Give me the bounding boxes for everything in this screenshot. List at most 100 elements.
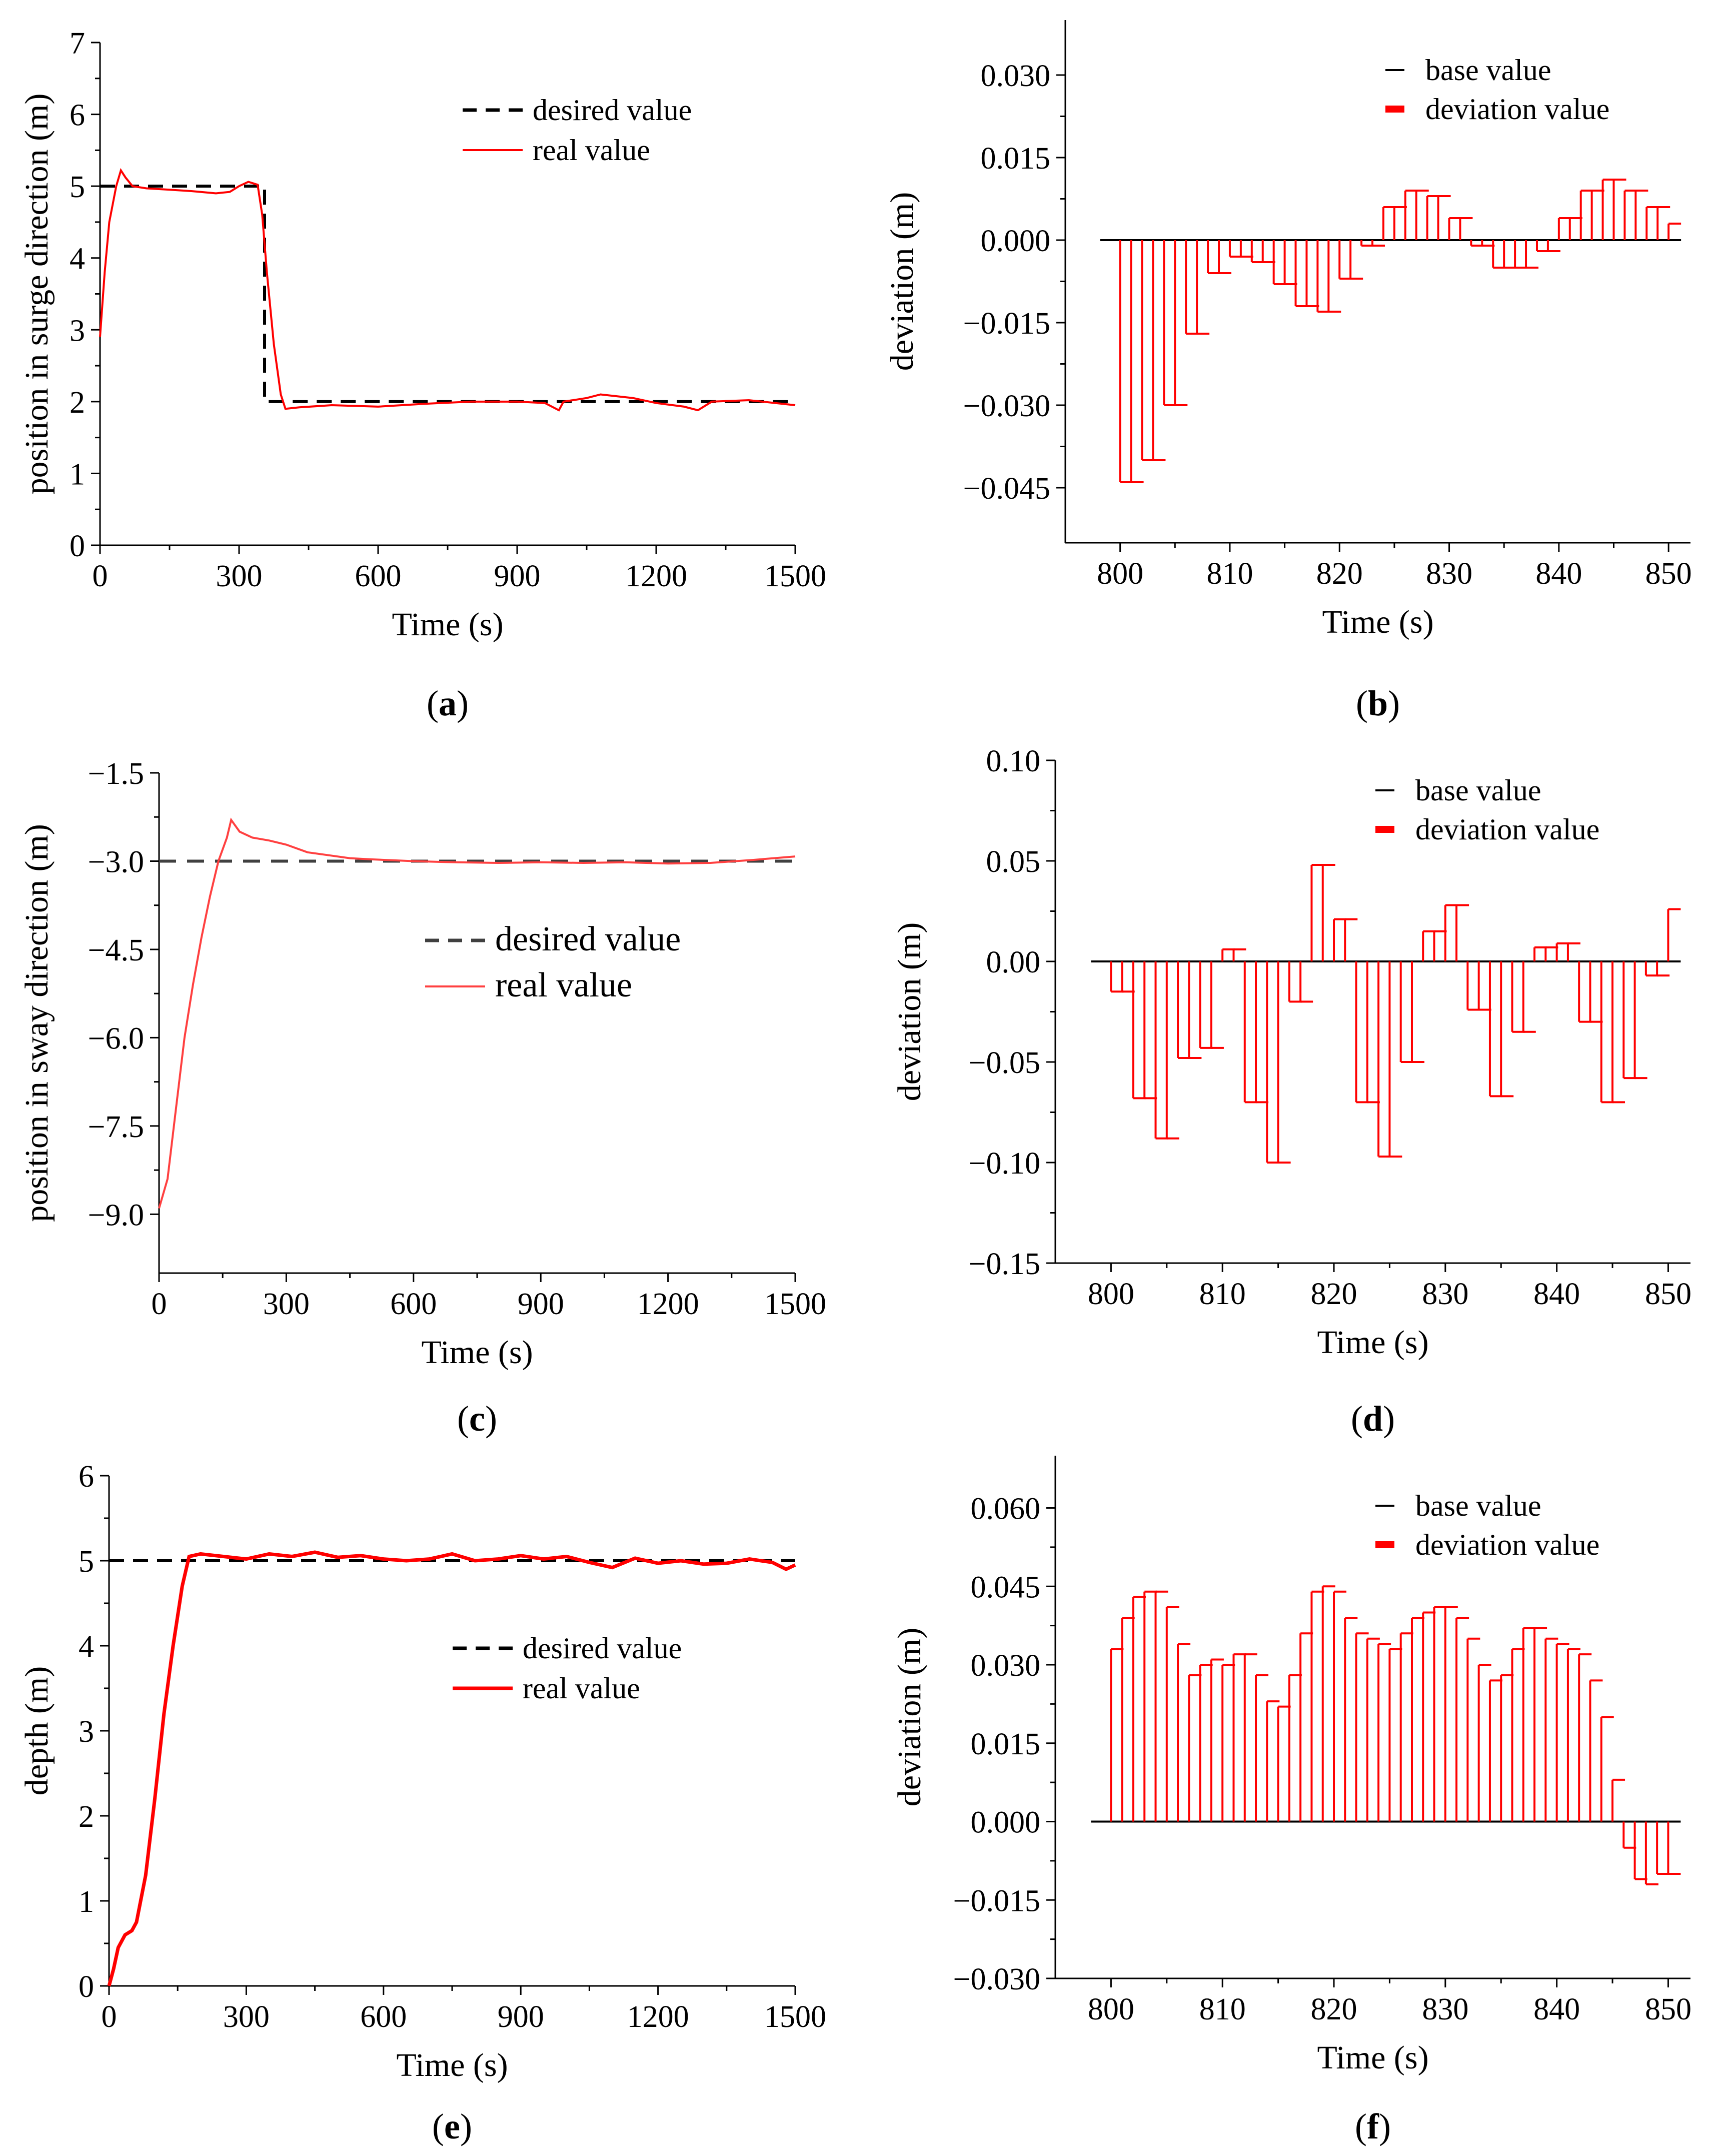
- legend-label: desired value: [523, 1632, 682, 1665]
- y-tick-label: −0.030: [963, 389, 1050, 423]
- x-tick-label: 800: [1088, 1277, 1134, 1311]
- x-tick-label: 850: [1645, 1277, 1691, 1311]
- x-tick-label: 1500: [764, 559, 826, 593]
- legend-label: real value: [523, 1672, 640, 1705]
- caption-open-paren: (: [1355, 2106, 1367, 2146]
- y-tick-label: 2: [79, 1800, 94, 1834]
- caption-close-paren: ): [457, 683, 469, 723]
- caption-open-paren: (: [427, 683, 439, 723]
- x-tick-label: 0: [152, 1287, 167, 1321]
- x-tick-label: 600: [360, 2000, 407, 2034]
- x-tick-label: 0: [93, 559, 108, 593]
- y-tick-label: 0.00: [986, 945, 1041, 979]
- y-tick-label: 3: [79, 1715, 94, 1749]
- x-axis-title: Time (s): [421, 1334, 533, 1371]
- y-tick-label: −7.5: [88, 1110, 144, 1144]
- x-tick-label: 0: [102, 2000, 117, 2034]
- y-tick-label: 6: [79, 1460, 94, 1494]
- legend-label: real value: [533, 134, 650, 167]
- x-axis-title: Time (s): [392, 606, 503, 643]
- y-axis-title: deviation (m): [891, 1628, 928, 1806]
- x-tick-label: 830: [1422, 1992, 1468, 2026]
- y-tick-label: 0.060: [971, 1492, 1041, 1526]
- y-axis-title: position in sway direction (m): [19, 824, 55, 1222]
- series-line-desired: [100, 185, 795, 403]
- chart-panel-e: 0 300 600 900 1200 1500 0 1 2 3 4 5 6 Time (s) depth (…: [19, 1460, 826, 2083]
- x-tick-label: 830: [1426, 557, 1472, 591]
- legend-label: deviation value: [1415, 1528, 1599, 1561]
- x-tick-label: 1200: [627, 2000, 689, 2034]
- x-tick-label: 840: [1535, 557, 1582, 591]
- caption-close-paren: ): [460, 2106, 472, 2146]
- y-tick-label: −0.015: [953, 1884, 1040, 1918]
- y-tick-label: 5: [79, 1545, 94, 1579]
- x-tick-label: 850: [1645, 557, 1692, 591]
- panel-captions: (a) (b)(c) (d)(e) (f): [427, 683, 1400, 2146]
- x-axis-title: Time (s): [1322, 604, 1433, 640]
- x-tick-label: 1200: [637, 1287, 699, 1321]
- y-tick-label: 6: [70, 99, 85, 133]
- x-tick-label: 600: [390, 1287, 437, 1321]
- y-tick-label: −6.0: [88, 1021, 144, 1055]
- x-tick-label: 1500: [764, 2000, 826, 2034]
- caption-letter: f: [1367, 2106, 1379, 2146]
- chart-panel-c: 0 300 600 900 1200 1500 −1.5 −3.0 −4.5 −6.0 −7.5 −9…: [19, 757, 826, 1371]
- x-tick-label: 300: [263, 1287, 310, 1321]
- x-tick-label: 900: [518, 1287, 564, 1321]
- y-tick-label: −0.015: [963, 307, 1050, 341]
- caption-open-paren: (: [432, 2106, 444, 2146]
- x-tick-label: 900: [494, 559, 541, 593]
- x-tick-label: 300: [216, 559, 263, 593]
- y-axis-title: depth (m): [19, 1666, 55, 1795]
- x-tick-label: 810: [1206, 557, 1253, 591]
- x-axis-title: Time (s): [396, 2047, 508, 2083]
- legend-label: deviation value: [1415, 813, 1599, 846]
- x-tick-label: 830: [1422, 1277, 1468, 1311]
- x-tick-label: 820: [1311, 1277, 1357, 1311]
- y-tick-label: 5: [70, 170, 85, 204]
- series-line-real: [158, 817, 796, 1209]
- y-axis-title: position in surge direction (m): [19, 94, 55, 495]
- y-tick-label: −0.030: [953, 1962, 1040, 1996]
- x-tick-label: 300: [223, 2000, 270, 2034]
- x-tick-label: 800: [1097, 557, 1143, 591]
- x-axis-title: Time (s): [1317, 2039, 1428, 2076]
- caption-open-paren: (: [1356, 683, 1368, 723]
- y-axis-title: deviation (m): [884, 192, 920, 371]
- legend-label: base value: [1425, 54, 1551, 87]
- x-axis-title: Time (s): [1317, 1324, 1428, 1361]
- x-tick-label: 840: [1533, 1277, 1580, 1311]
- y-tick-label: 0.000: [981, 224, 1051, 258]
- y-tick-label: 0.000: [971, 1806, 1041, 1840]
- caption-open-paren: (: [1351, 1399, 1363, 1439]
- y-tick-label: 0.015: [981, 142, 1051, 176]
- panel-caption-b: (b): [1356, 683, 1400, 723]
- chart-panel-a: 0 300 600 900 1200 1500 0 1 2 3 4 5 6 7 Time (s) positi…: [19, 27, 826, 643]
- y-axis-title: deviation (m): [891, 922, 928, 1101]
- x-tick-label: 810: [1199, 1992, 1246, 2026]
- y-tick-label: 0.015: [971, 1727, 1041, 1761]
- y-tick-label: 0.045: [971, 1570, 1041, 1604]
- x-tick-label: 850: [1645, 1992, 1691, 2026]
- y-tick-label: 0.05: [986, 845, 1041, 879]
- x-tick-label: 840: [1533, 1992, 1580, 2026]
- x-tick-label: 1200: [625, 559, 687, 593]
- caption-letter: d: [1363, 1399, 1383, 1439]
- y-tick-label: 0.10: [986, 744, 1041, 778]
- y-tick-label: 3: [70, 314, 85, 348]
- y-tick-label: −0.10: [969, 1147, 1040, 1181]
- caption-open-paren: (: [457, 1399, 469, 1439]
- panel-caption-c: (c): [457, 1399, 497, 1439]
- caption-letter: a: [439, 683, 457, 723]
- caption-letter: b: [1368, 683, 1388, 723]
- y-tick-label: 0.030: [971, 1649, 1041, 1683]
- panel-caption-a: (a): [427, 683, 469, 723]
- chart-panel-d: 800 810 820 830 840 850 0.10 0.05 0.00 −0.05 −0.10…: [891, 744, 1691, 1361]
- caption-close-paren: ): [1383, 1399, 1395, 1439]
- caption-close-paren: ): [1379, 2106, 1391, 2146]
- series-line-real: [99, 168, 796, 412]
- panel-caption-f: (f): [1355, 2106, 1391, 2146]
